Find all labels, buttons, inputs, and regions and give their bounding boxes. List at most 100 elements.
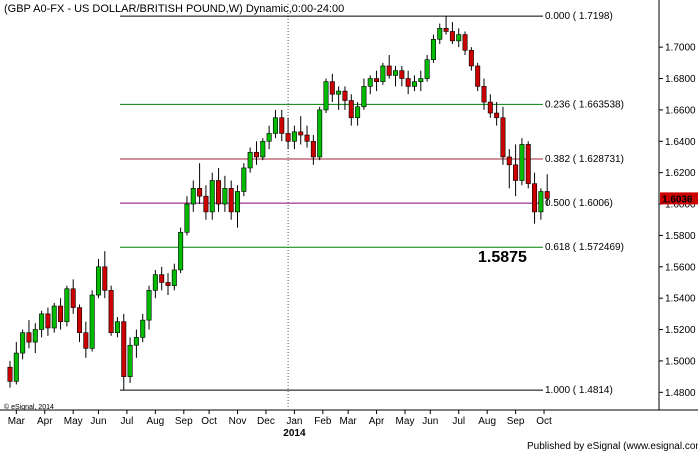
x-tick-label: May (64, 416, 83, 427)
candle-body (114, 321, 120, 333)
candle-body (26, 332, 32, 343)
candle-body (216, 180, 222, 205)
y-tick-label: 1.6600 (665, 105, 696, 116)
candle-body (228, 188, 234, 213)
candle-body (329, 81, 335, 95)
y-tick-label: 1.5800 (665, 231, 696, 242)
x-tick-label: Oct (536, 416, 552, 427)
y-tick-label: 1.6000 (665, 200, 696, 211)
candle-body (70, 288, 76, 308)
fib-label: 0.000 ( 1.7198) (545, 11, 613, 22)
candle-body (279, 117, 285, 134)
candle-body (253, 151, 259, 158)
y-tick-label: 1.5400 (665, 294, 696, 305)
fibonacci-layer: 0.000 ( 1.7198) 0.236 ( 1.663538) 0.382 ( … (120, 11, 624, 396)
publisher-footer: Published by eSignal (www.esignal.com) (527, 441, 698, 452)
y-tick-label: 1.5600 (665, 262, 696, 273)
candle-body (468, 49, 474, 67)
candle-body (32, 329, 38, 343)
watermark: © eSignal, 2014 (4, 403, 54, 411)
x-tick-label: Apr (37, 416, 53, 427)
x-tick-label: Mar (340, 416, 358, 427)
candle-body (298, 131, 304, 136)
candle-body (95, 266, 101, 296)
candle-body (500, 117, 506, 158)
candle-body (317, 109, 323, 158)
candle-body (13, 352, 19, 382)
y-tick-label: 1.5000 (665, 356, 696, 367)
candle-body (449, 31, 455, 42)
candle-body (342, 90, 348, 101)
current-price-tag (660, 192, 698, 205)
candle-body (487, 101, 493, 114)
candle-body (519, 144, 525, 181)
candle-body (525, 144, 531, 184)
candle-body (405, 78, 411, 87)
candle-body (437, 28, 443, 40)
x-tick-label: Aug (146, 416, 164, 427)
candle-body (165, 282, 171, 286)
candle-body (203, 195, 209, 213)
annotation-label: 1.5875 (478, 249, 527, 266)
candle-body (152, 274, 158, 291)
y-tick-label: 1.6200 (665, 168, 696, 179)
candle-body (481, 86, 487, 103)
candle-body (197, 188, 203, 197)
x-tick-label: Jul (121, 416, 134, 427)
candle-body (171, 269, 177, 286)
x-tick-label: Apr (369, 416, 385, 427)
candle-body (348, 100, 354, 119)
y-tick-label: 1.4800 (665, 388, 696, 399)
fib-label: 0.500 ( 1.6006) (545, 198, 613, 209)
candle-body (64, 288, 70, 323)
candle-body (544, 191, 550, 199)
candle-body (209, 180, 215, 213)
current-price-label: 1.6036 (662, 194, 693, 205)
candle-body (235, 191, 241, 213)
year-label: 2014 (283, 428, 306, 439)
candle-body (58, 305, 64, 323)
y-tick-label: 1.6400 (665, 137, 696, 148)
x-tick-label: Aug (478, 416, 496, 427)
candle-body (323, 81, 329, 111)
y-tick-label: 1.7000 (665, 43, 696, 54)
candle-body (241, 167, 247, 192)
fib-label: 1.000 ( 1.4814) (545, 385, 613, 396)
candle-body (77, 307, 83, 333)
x-tick-label: Jul (452, 416, 465, 427)
candle-body (538, 191, 544, 213)
candle-body (190, 188, 196, 205)
x-tick-label: Feb (314, 416, 332, 427)
candle-body (39, 313, 45, 330)
candle-body (266, 133, 272, 142)
candle-body (380, 65, 386, 82)
axes-layer: 1.4800 1.5000 1.5200 1.5400 1.5600 1.5800 1.60… (0, 0, 698, 439)
candle-body (506, 156, 512, 166)
candle-body (51, 305, 57, 329)
candle-body (178, 231, 184, 271)
x-tick-label: Dec (257, 416, 275, 427)
x-tick-label: Jun (422, 416, 438, 427)
fib-label: 0.618 ( 1.572469) (545, 242, 624, 253)
candle-body (7, 366, 13, 382)
candle-body (361, 86, 367, 108)
y-tick-label: 1.6800 (665, 74, 696, 85)
candle-body (159, 274, 165, 283)
fib-label: 0.236 ( 1.663538) (545, 99, 624, 110)
candle-body (247, 151, 253, 169)
x-tick-label: Jun (90, 416, 106, 427)
candle-body (146, 290, 152, 321)
fib-label: 0.382 ( 1.628731) (545, 154, 624, 165)
x-tick-label: Sep (507, 416, 525, 427)
candle-body (418, 78, 424, 82)
candle-body (127, 344, 133, 377)
candle-body (291, 131, 297, 142)
chart-title: (GBP A0-FX - US DOLLAR/BRITISH POUND,W) … (4, 3, 344, 15)
candle-body (462, 34, 468, 51)
candle-body (222, 188, 228, 205)
x-tick-label: Jan (286, 416, 302, 427)
candle-body (108, 290, 114, 333)
candle-body (367, 78, 373, 87)
